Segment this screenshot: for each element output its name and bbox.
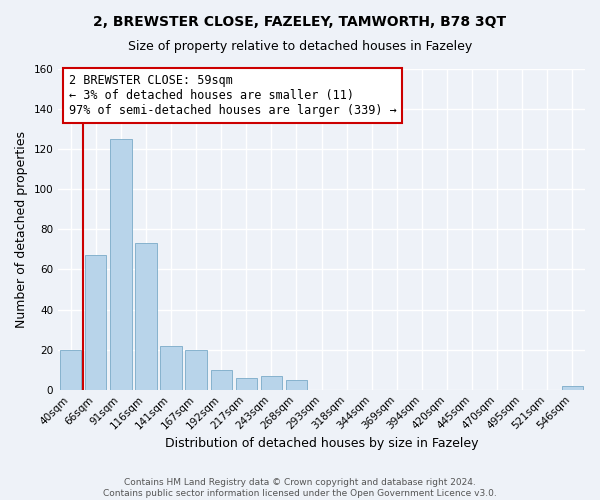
Bar xyxy=(136,244,157,390)
Bar xyxy=(211,370,232,390)
Bar xyxy=(85,256,106,390)
Bar xyxy=(160,346,182,390)
X-axis label: Distribution of detached houses by size in Fazeley: Distribution of detached houses by size … xyxy=(165,437,478,450)
Bar xyxy=(236,378,257,390)
Bar xyxy=(261,376,282,390)
Text: Size of property relative to detached houses in Fazeley: Size of property relative to detached ho… xyxy=(128,40,472,53)
Bar xyxy=(60,350,82,390)
Bar xyxy=(562,386,583,390)
Text: 2, BREWSTER CLOSE, FAZELEY, TAMWORTH, B78 3QT: 2, BREWSTER CLOSE, FAZELEY, TAMWORTH, B7… xyxy=(94,15,506,29)
Y-axis label: Number of detached properties: Number of detached properties xyxy=(15,131,28,328)
Bar xyxy=(185,350,207,390)
Text: Contains HM Land Registry data © Crown copyright and database right 2024.
Contai: Contains HM Land Registry data © Crown c… xyxy=(103,478,497,498)
Bar xyxy=(110,139,131,390)
Text: 2 BREWSTER CLOSE: 59sqm
← 3% of detached houses are smaller (11)
97% of semi-det: 2 BREWSTER CLOSE: 59sqm ← 3% of detached… xyxy=(69,74,397,117)
Bar xyxy=(286,380,307,390)
